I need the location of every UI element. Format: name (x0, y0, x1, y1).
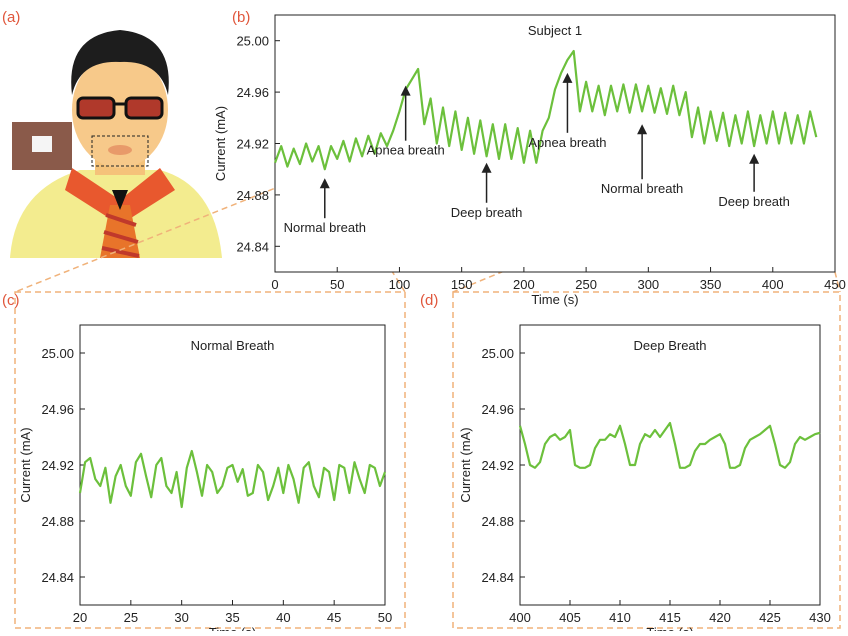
line-series (78, 449, 387, 509)
annotation: Normal breath (601, 181, 683, 196)
x-tick-label: 415 (659, 610, 681, 625)
x-tick-label: 20 (73, 610, 87, 625)
x-tick-label: 25 (124, 610, 138, 625)
chart-title: Subject 1 (528, 23, 582, 38)
line-series (518, 421, 821, 469)
annotation: Apnea breath (367, 143, 445, 158)
y-tick-label: 24.84 (41, 570, 74, 585)
annotation-arrowhead (400, 85, 411, 96)
chart-title: Normal Breath (191, 338, 275, 353)
y-tick-label: 24.84 (236, 239, 269, 254)
x-tick-label: 0 (271, 277, 278, 292)
x-tick-label: 35 (225, 610, 239, 625)
line-series (273, 49, 818, 171)
y-tick-label: 24.92 (236, 137, 269, 152)
x-tick-label: 410 (609, 610, 631, 625)
annotation: Deep breath (718, 194, 790, 209)
x-axis-label: Time (s) (531, 292, 578, 307)
x-tick-label: 45 (327, 610, 341, 625)
panel-label: (a) (2, 9, 20, 26)
y-tick-label: 24.92 (481, 458, 514, 473)
annotation: Normal breath (284, 220, 366, 235)
x-tick-label: 50 (378, 610, 392, 625)
plot-area (519, 324, 821, 606)
y-tick-label: 25.00 (41, 346, 74, 361)
y-tick-label: 24.96 (41, 402, 74, 417)
x-tick-label: 150 (451, 277, 473, 292)
annotation-arrowhead (319, 178, 330, 189)
x-tick-label: 430 (809, 610, 831, 625)
annotation-arrowhead (481, 162, 492, 173)
y-tick-label: 24.96 (236, 85, 269, 100)
y-tick-label: 25.00 (236, 34, 269, 49)
annotation-arrowhead (637, 124, 648, 135)
x-tick-label: 400 (509, 610, 531, 625)
panel-label: (d) (420, 292, 438, 309)
x-tick-label: 450 (824, 277, 846, 292)
x-tick-label: 50 (330, 277, 344, 292)
annotation-arrowhead (749, 153, 760, 164)
x-tick-label: 400 (762, 277, 784, 292)
x-axis-label: Time (s) (209, 625, 256, 631)
y-tick-label: 24.96 (481, 402, 514, 417)
x-tick-label: 425 (759, 610, 781, 625)
annotation-arrowhead (562, 72, 573, 83)
x-tick-label: 30 (174, 610, 188, 625)
y-axis-label: Current (mA) (213, 106, 228, 181)
panel-label: (b) (232, 9, 250, 26)
x-tick-label: 405 (559, 610, 581, 625)
x-tick-label: 420 (709, 610, 731, 625)
x-axis-label: Time (s) (646, 625, 693, 631)
x-tick-label: 300 (637, 277, 659, 292)
x-tick-label: 40 (276, 610, 290, 625)
y-tick-label: 24.84 (481, 570, 514, 585)
y-tick-label: 24.88 (481, 514, 514, 529)
x-tick-label: 200 (513, 277, 535, 292)
y-tick-label: 24.88 (41, 514, 74, 529)
y-axis-label: Current (mA) (458, 427, 473, 502)
annotation: Apnea breath (528, 135, 606, 150)
annotation: Deep breath (451, 205, 523, 220)
x-tick-label: 100 (389, 277, 411, 292)
y-tick-label: 24.88 (236, 188, 269, 203)
x-tick-label: 250 (575, 277, 597, 292)
y-axis-label: Current (mA) (18, 427, 33, 502)
y-tick-label: 25.00 (481, 346, 514, 361)
y-tick-label: 24.92 (41, 458, 74, 473)
panel-label: (c) (2, 292, 20, 309)
x-tick-label: 350 (700, 277, 722, 292)
cartoon (10, 30, 222, 258)
chart-title: Deep Breath (634, 338, 707, 353)
